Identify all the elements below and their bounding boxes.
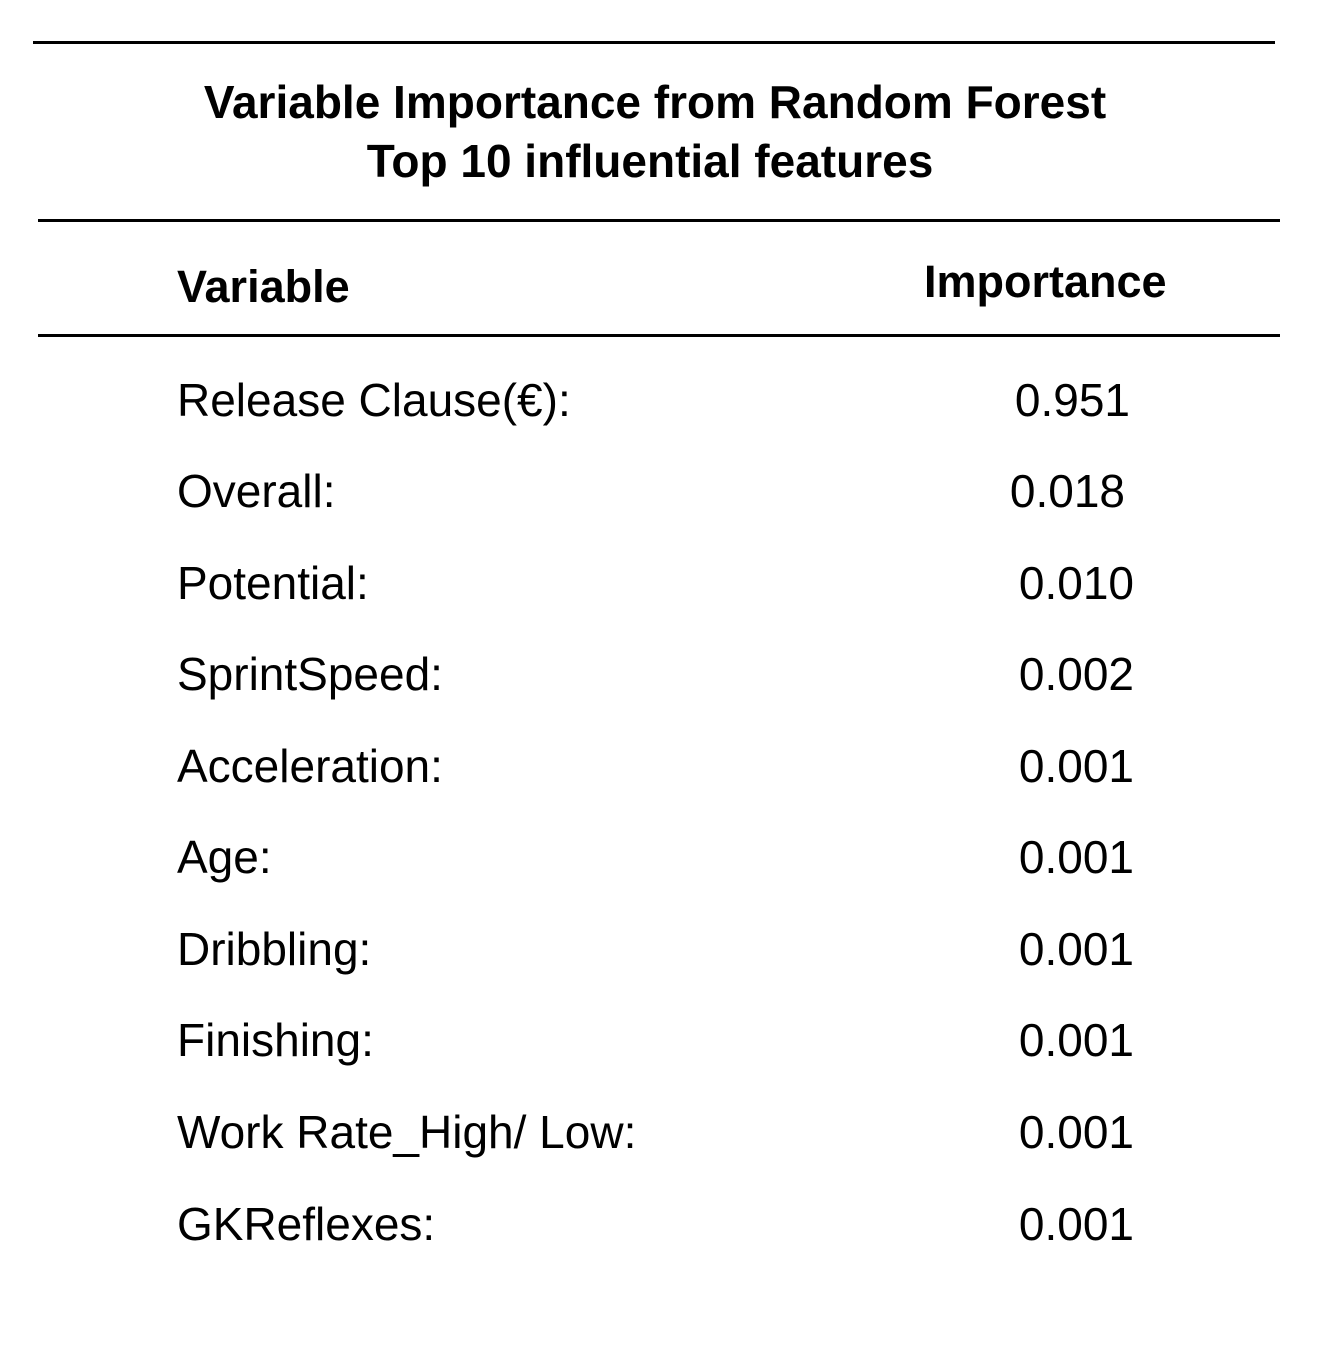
table-row: Age: 0.001 bbox=[0, 829, 1336, 889]
importance-cell: 0.001 bbox=[1018, 923, 1134, 975]
table-row: Release Clause(€): 0.951 bbox=[0, 372, 1336, 432]
column-header-importance: Importance bbox=[924, 256, 1167, 307]
table-title: Variable Importance from Random Forest bbox=[203, 76, 1107, 128]
table-row: Overall: 0.018 bbox=[0, 463, 1336, 523]
variable-cell: Acceleration: bbox=[177, 740, 443, 792]
table-row: GKReflexes: 0.001 bbox=[0, 1196, 1336, 1256]
table-row: Work Rate_High/ Low: 0.001 bbox=[0, 1104, 1336, 1164]
importance-cell: 0.018 bbox=[1009, 465, 1125, 517]
table-row: SprintSpeed: 0.002 bbox=[0, 646, 1336, 706]
table-row: Acceleration: 0.001 bbox=[0, 738, 1336, 798]
variable-cell: SprintSpeed: bbox=[177, 648, 443, 700]
table-row: Dribbling: 0.001 bbox=[0, 921, 1336, 981]
table-title-rule bbox=[38, 219, 1280, 222]
importance-cell: 0.010 bbox=[1018, 557, 1134, 609]
importance-cell: 0.002 bbox=[1018, 648, 1134, 700]
importance-cell: 0.001 bbox=[1018, 1198, 1134, 1250]
variable-cell: Potential: bbox=[177, 557, 369, 609]
table-subtitle: Top 10 influential features bbox=[366, 135, 934, 187]
variable-cell: Dribbling: bbox=[177, 923, 372, 975]
importance-cell: 0.001 bbox=[1018, 1014, 1134, 1066]
table-header-rule bbox=[38, 334, 1280, 337]
importance-cell: 0.951 bbox=[1014, 374, 1130, 426]
table-row: Potential: 0.010 bbox=[0, 555, 1336, 615]
table-row: Finishing: 0.001 bbox=[0, 1012, 1336, 1072]
variable-cell: Overall: bbox=[177, 465, 336, 517]
variable-cell: Age: bbox=[177, 831, 272, 883]
table-top-rule bbox=[33, 41, 1275, 44]
variable-cell: Finishing: bbox=[177, 1014, 374, 1066]
variable-cell: Work Rate_High/ Low: bbox=[177, 1106, 637, 1158]
variable-cell: GKReflexes: bbox=[177, 1198, 436, 1250]
variable-cell: Release Clause(€): bbox=[177, 374, 571, 426]
importance-cell: 0.001 bbox=[1018, 1106, 1134, 1158]
importance-cell: 0.001 bbox=[1018, 740, 1134, 792]
column-header-variable: Variable bbox=[177, 261, 350, 312]
importance-cell: 0.001 bbox=[1018, 831, 1134, 883]
